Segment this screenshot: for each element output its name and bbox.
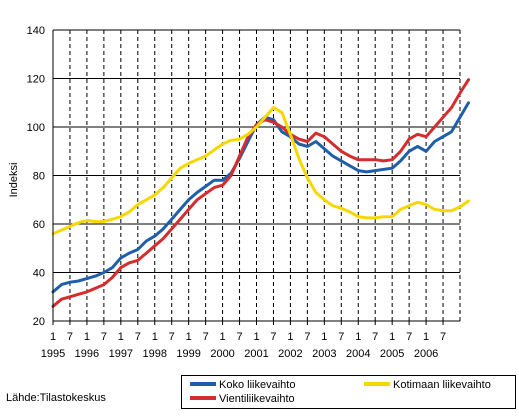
year-label: 2003 — [312, 348, 336, 360]
legend-swatch-vienti — [190, 396, 216, 401]
x-tick-label: 1 — [186, 331, 192, 343]
x-tick-label: 7 — [67, 331, 73, 343]
source-note: Lähde:Tilastokeskus — [6, 392, 106, 404]
x-tick-label: 1 — [355, 331, 361, 343]
x-tick-label: 1 — [152, 331, 158, 343]
year-label: 1999 — [176, 348, 200, 360]
x-tick-label: 1 — [253, 331, 259, 343]
legend-label-koko: Koko liikevaihto — [219, 379, 296, 391]
y-tick-label: 140 — [27, 25, 45, 37]
year-label: 1996 — [75, 348, 99, 360]
series-line-2 — [51, 106, 470, 236]
year-label: 2006 — [414, 348, 438, 360]
x-tick-label: 7 — [270, 331, 276, 343]
year-label: 2000 — [210, 348, 234, 360]
x-tick-label: 7 — [236, 331, 242, 343]
year-label: 2005 — [380, 348, 404, 360]
x-tick-label: 1 — [287, 331, 293, 343]
x-tick-label: 1 — [389, 331, 395, 343]
x-tick-label: 7 — [304, 331, 310, 343]
legend-item-koko: Koko liikevaihto — [190, 379, 295, 392]
legend-item-vienti: Vientiliikevaihto — [190, 393, 295, 406]
x-tick-label: 7 — [440, 331, 446, 343]
x-tick-label: 7 — [101, 331, 107, 343]
y-tick-label: 100 — [27, 122, 45, 134]
x-tick-label: 7 — [135, 331, 141, 343]
year-label: 2004 — [346, 348, 370, 360]
x-tick-label: 7 — [169, 331, 175, 343]
year-label: 1995 — [41, 348, 65, 360]
y-tick-label: 80 — [33, 171, 45, 183]
x-tick-label: 7 — [406, 331, 412, 343]
x-tick-label: 7 — [372, 331, 378, 343]
x-tick-label: 1 — [118, 331, 124, 343]
x-tick-label: 7 — [203, 331, 209, 343]
x-tick-label: 1 — [423, 331, 429, 343]
series-line-0 — [51, 101, 470, 294]
y-tick-label: 60 — [33, 219, 45, 231]
legend-swatch-koko — [190, 382, 216, 387]
legend-label-kotimaan: Kotimaan liikevaihto — [393, 379, 491, 391]
y-tick-label: 120 — [27, 74, 45, 86]
legend-swatch-kotimaan — [364, 382, 390, 387]
series-layer — [51, 78, 470, 308]
x-tick-label: 1 — [84, 331, 90, 343]
year-label: 2001 — [244, 348, 268, 360]
x-tick-label: 7 — [338, 331, 344, 343]
legend-label-vienti: Vientiliikevaihto — [219, 393, 295, 405]
legend: Koko liikevaihto Vientiliikevaihto Kotim… — [181, 375, 516, 409]
x-tick-label: 1 — [50, 331, 56, 343]
year-label: 2002 — [278, 348, 302, 360]
year-label: 1998 — [143, 348, 167, 360]
x-tick-label: 1 — [220, 331, 226, 343]
x-tick-label: 1 — [321, 331, 327, 343]
legend-item-kotimaan: Kotimaan liikevaihto — [364, 379, 491, 392]
y-tick-label: 20 — [33, 316, 45, 328]
year-label: 1997 — [109, 348, 133, 360]
y-tick-label: 40 — [33, 268, 45, 280]
y-axis-label: Indeksi — [8, 163, 20, 198]
